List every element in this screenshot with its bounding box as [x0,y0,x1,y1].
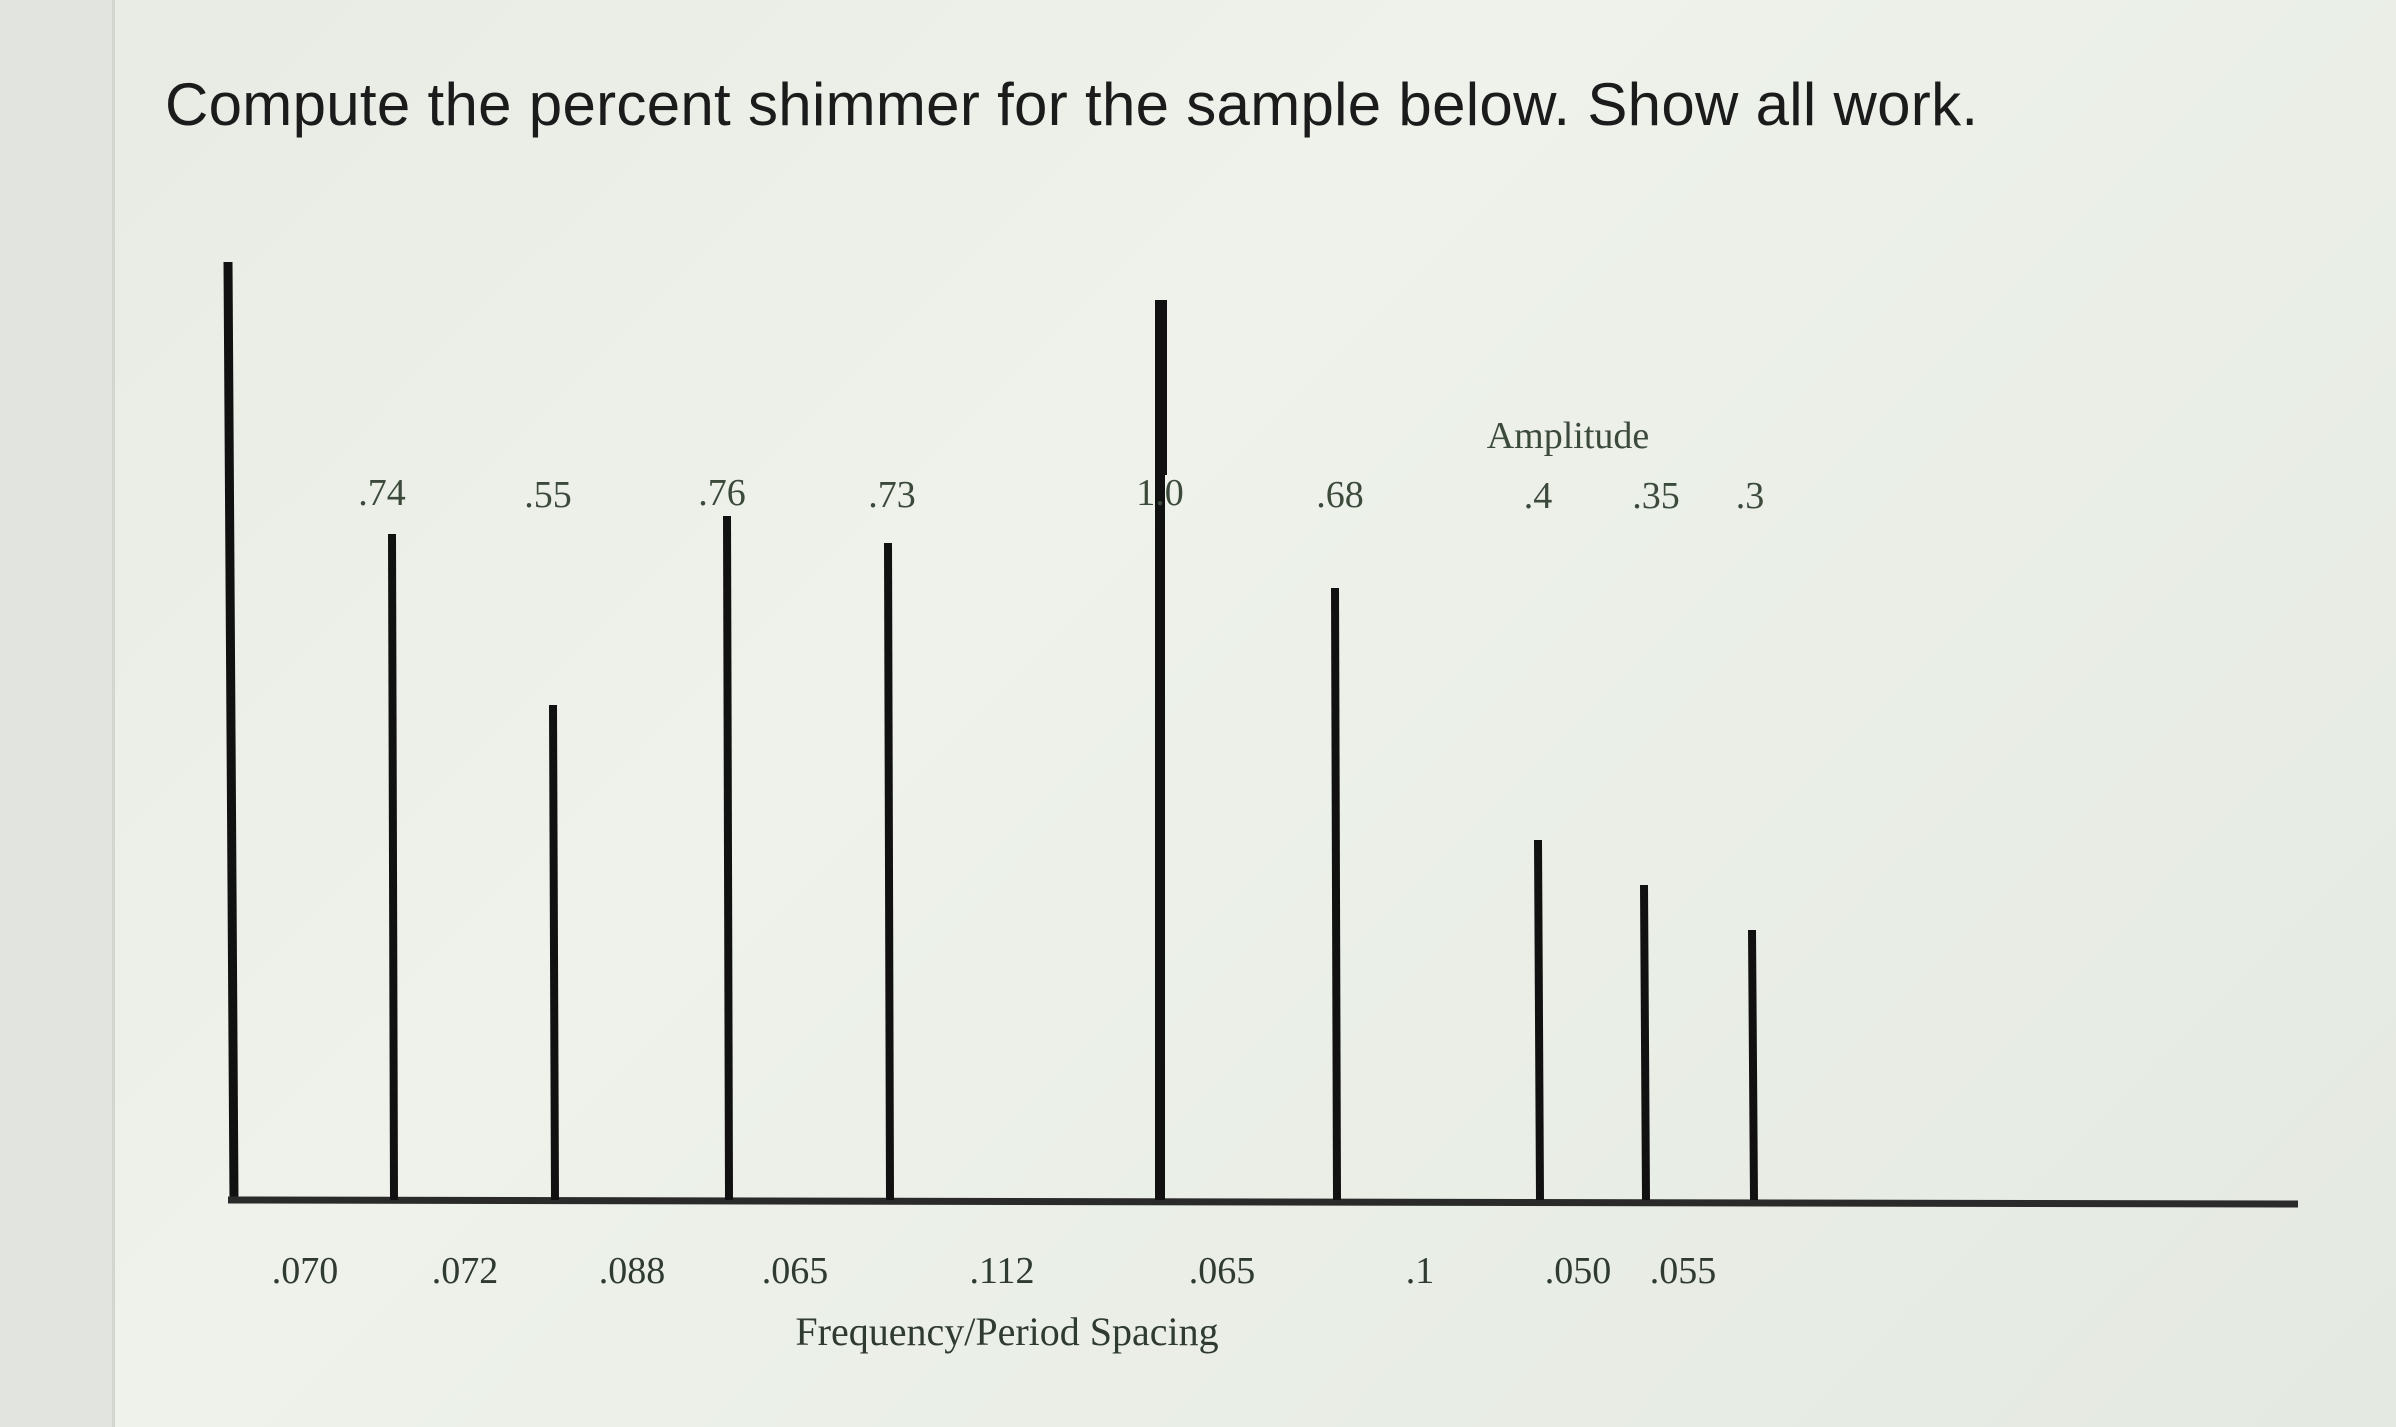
amplitude-bar [1640,884,1650,1201]
question-text: Compute the percent shimmer for the samp… [165,71,1979,138]
spacing-label: .1 [1406,1250,1435,1292]
amplitude-bar [723,515,733,1201]
y-axis-line [223,261,239,1201]
spacing-label: .065 [1189,1250,1256,1292]
amplitude-bar [549,704,559,1201]
spacing-label: .112 [969,1250,1034,1292]
left-margin-strip [0,0,115,1427]
spacing-label: .050 [1545,1250,1612,1292]
amplitude-label: .74 [358,472,406,514]
amplitude-label: .76 [698,472,746,514]
amplitude-title: Amplitude [1487,415,1650,457]
amplitude-bar [884,542,894,1201]
spacing-label: .070 [272,1250,339,1292]
amplitude-label: .68 [1316,474,1364,516]
amplitude-bar [1331,587,1341,1201]
spacing-label: .055 [1650,1250,1717,1292]
spacing-label: .072 [432,1250,499,1292]
amplitude-label: .55 [524,474,572,516]
spacing-label: .065 [762,1250,829,1292]
x-axis-title: Frequency/Period Spacing [795,1309,1218,1354]
amplitude-bar [388,533,398,1201]
amplitude-label: .3 [1736,475,1765,517]
spacing-label: .088 [599,1250,666,1292]
amplitude-label: 1.0 [1136,472,1184,514]
amplitude-bar [1748,929,1758,1201]
amplitude-label: .4 [1524,475,1553,517]
amplitude-bar [1534,839,1544,1201]
amplitude-label: .73 [868,474,916,516]
amplitude-label: .35 [1632,475,1680,517]
x-axis-baseline [227,1196,2299,1208]
